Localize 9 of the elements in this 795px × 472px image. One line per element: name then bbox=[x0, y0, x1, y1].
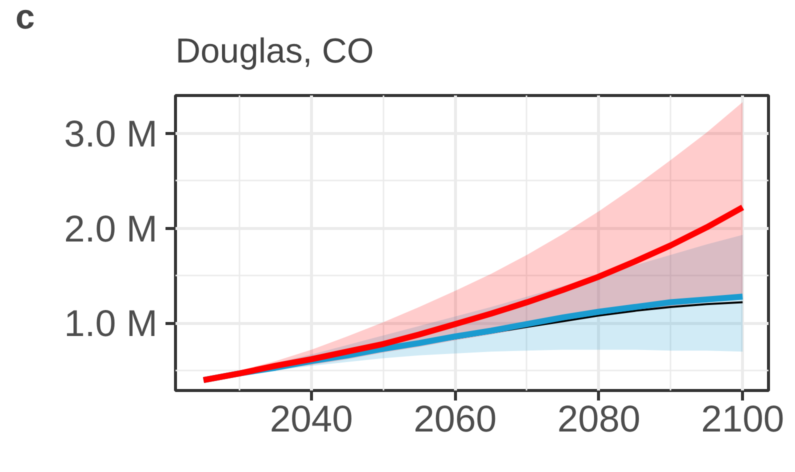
x-tick-label: 2080 bbox=[557, 398, 640, 440]
y-tick-label: 3.0 M bbox=[64, 112, 158, 154]
y-tick-label: 2.0 M bbox=[64, 207, 158, 250]
x-tick-label: 2040 bbox=[270, 398, 353, 440]
chart-title: Douglas, CO bbox=[176, 32, 374, 70]
text: c bbox=[16, 0, 35, 36]
x-tick-label: 2100 bbox=[701, 398, 784, 440]
x-tick-label: 2060 bbox=[414, 398, 497, 440]
y-tick-label: 1.0 M bbox=[64, 302, 158, 344]
